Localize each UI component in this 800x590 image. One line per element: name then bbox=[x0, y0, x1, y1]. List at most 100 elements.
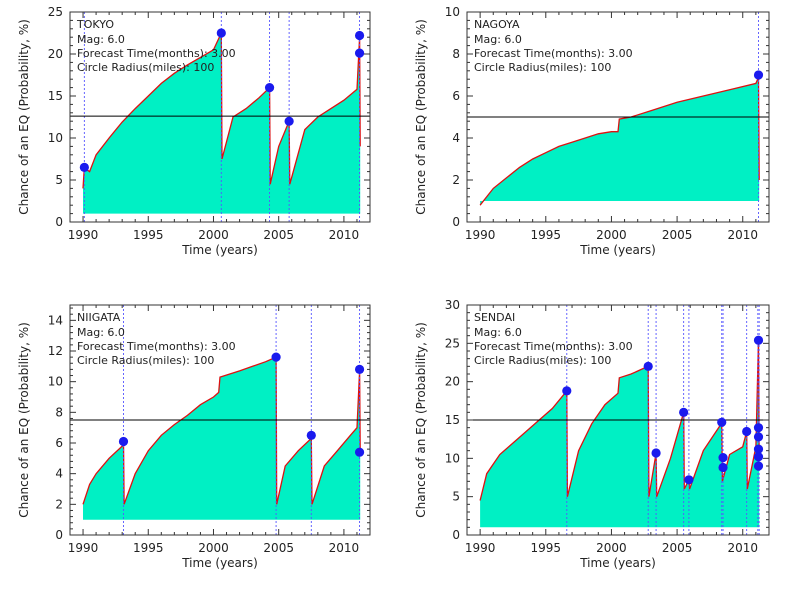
y-tick-label: 20 bbox=[445, 375, 460, 389]
event-marker-0 bbox=[79, 162, 89, 172]
annotation-line: Forecast Time(months): 3.00 bbox=[77, 47, 236, 60]
probability-area bbox=[480, 77, 760, 206]
station-title: TOKYO bbox=[76, 18, 114, 31]
event-marker-4 bbox=[354, 30, 365, 41]
y-tick-label: 0 bbox=[55, 528, 63, 542]
y-axis-title: Chance of an EQ (Probability, %) bbox=[414, 19, 428, 215]
y-tick-label: 10 bbox=[445, 5, 460, 19]
y-tick-label: 12 bbox=[48, 344, 63, 358]
x-tick-label: 2005 bbox=[662, 228, 693, 242]
y-tick-label: 10 bbox=[445, 451, 460, 465]
event-marker-10 bbox=[753, 423, 764, 433]
y-tick-label: 25 bbox=[445, 336, 460, 350]
y-axis-title: Chance of an EQ (Probability, %) bbox=[17, 322, 31, 518]
y-tick-label: 14 bbox=[48, 313, 63, 327]
station-title: NIIGATA bbox=[77, 311, 121, 324]
event-marker-1 bbox=[643, 361, 653, 371]
x-tick-label: 2010 bbox=[727, 541, 758, 555]
x-tick-label: 2000 bbox=[596, 541, 627, 555]
event-marker-12 bbox=[753, 444, 764, 454]
event-marker-2 bbox=[264, 83, 275, 93]
probability-area bbox=[83, 357, 361, 520]
y-tick-label: 6 bbox=[452, 89, 460, 103]
x-tick-label: 2005 bbox=[263, 228, 294, 242]
plot-frame bbox=[69, 304, 371, 536]
probability-line bbox=[479, 76, 760, 206]
y-tick-label: 30 bbox=[445, 298, 460, 312]
probability-line bbox=[82, 32, 361, 189]
event-marker-0 bbox=[562, 386, 572, 396]
annotation-line: Forecast Time(months): 3.00 bbox=[474, 47, 633, 60]
x-axis-title: Time (years) bbox=[181, 556, 258, 570]
x-tick-label: 1990 bbox=[465, 228, 496, 242]
probability-area bbox=[480, 339, 760, 528]
y-axis-title: Chance of an EQ (Probability, %) bbox=[17, 19, 31, 215]
x-tick-label: 2005 bbox=[263, 541, 294, 555]
event-marker-5 bbox=[717, 417, 727, 427]
x-tick-label: 1995 bbox=[133, 541, 164, 555]
y-tick-label: 8 bbox=[452, 47, 460, 61]
y-tick-label: 15 bbox=[445, 413, 460, 427]
plot-area bbox=[467, 12, 769, 222]
event-marker-7 bbox=[718, 462, 728, 473]
station-title: NAGOYA bbox=[474, 18, 520, 31]
event-marker-4 bbox=[684, 475, 694, 485]
event-marker-14 bbox=[753, 461, 764, 471]
annotation-line: Mag: 6.0 bbox=[474, 33, 522, 46]
x-axis-title: Time (years) bbox=[181, 243, 258, 257]
x-axis-title: Time (years) bbox=[579, 243, 656, 257]
y-tick-label: 2 bbox=[55, 497, 63, 511]
x-tick-label: 1990 bbox=[68, 541, 99, 555]
y-tick-label: 5 bbox=[55, 173, 63, 187]
x-tick-label: 2010 bbox=[727, 228, 758, 242]
y-tick-label: 20 bbox=[48, 47, 63, 61]
y-tick-label: 0 bbox=[452, 528, 460, 542]
annotation-line: Circle Radius(miles): 100 bbox=[474, 61, 611, 74]
y-axis-title: Chance of an EQ (Probability, %) bbox=[414, 322, 428, 518]
x-tick-label: 2000 bbox=[198, 541, 229, 555]
annotation-line: Forecast Time(months): 3.00 bbox=[77, 340, 236, 353]
annotation-line: Mag: 6.0 bbox=[77, 33, 125, 46]
y-tick-label: 15 bbox=[48, 89, 63, 103]
x-axis-title: Time (years) bbox=[579, 556, 656, 570]
x-tick-label: 1990 bbox=[68, 228, 99, 242]
x-tick-label: 1995 bbox=[531, 228, 562, 242]
chart-panel-sendai: 1990 1995 2000 2005 2010 0 5 10 15 20 25 30 Time (ye… bbox=[414, 298, 770, 570]
x-tick-label: 1995 bbox=[531, 541, 562, 555]
event-marker-1 bbox=[271, 352, 281, 362]
event-marker-5 bbox=[354, 48, 365, 58]
plot-area bbox=[467, 305, 769, 535]
y-tick-label: 6 bbox=[55, 436, 63, 450]
chart-panel-tokyo: 1990 1995 2000 2005 2010 0 5 10 15 20 25 Time (year… bbox=[17, 5, 371, 257]
annotation-line: Circle Radius(miles): 100 bbox=[474, 354, 611, 367]
chart-panel-nagoya: 1990 1995 2000 2005 2010 0 2 4 6 8 10 Time (years) C… bbox=[414, 5, 770, 257]
y-tick-label: 10 bbox=[48, 375, 63, 389]
x-tick-label: 1995 bbox=[133, 228, 164, 242]
plot-area bbox=[70, 305, 370, 535]
event-marker-2 bbox=[651, 448, 661, 458]
event-marker-9 bbox=[753, 335, 764, 345]
event-marker-6 bbox=[718, 452, 728, 463]
x-tick-label: 2000 bbox=[596, 228, 627, 242]
probability-line bbox=[479, 339, 760, 501]
annotation-line: Circle Radius(miles): 100 bbox=[77, 354, 214, 367]
chart-panel-niigata: 1990 1995 2000 2005 2010 0 2 4 6 8 10 12 14 Time (yea… bbox=[17, 304, 371, 570]
event-marker-2 bbox=[306, 430, 316, 440]
x-tick-label: 2005 bbox=[662, 541, 693, 555]
annotation-line: Mag: 6.0 bbox=[474, 326, 522, 339]
y-tick-label: 25 bbox=[48, 5, 63, 19]
y-tick-label: 4 bbox=[452, 131, 460, 145]
annotation-line: Circle Radius(miles): 100 bbox=[77, 61, 214, 74]
event-marker-1 bbox=[216, 28, 226, 38]
event-marker-3 bbox=[284, 116, 294, 126]
station-title: SENDAI bbox=[474, 311, 515, 324]
y-tick-label: 10 bbox=[48, 131, 63, 145]
x-tick-label: 2010 bbox=[329, 228, 360, 242]
y-tick-label: 0 bbox=[452, 215, 460, 229]
annotation-line: Forecast Time(months): 3.00 bbox=[474, 340, 633, 353]
event-marker-0 bbox=[753, 70, 764, 80]
event-marker-3 bbox=[679, 407, 689, 417]
y-tick-label: 4 bbox=[55, 467, 63, 481]
plot-frame bbox=[466, 11, 770, 223]
